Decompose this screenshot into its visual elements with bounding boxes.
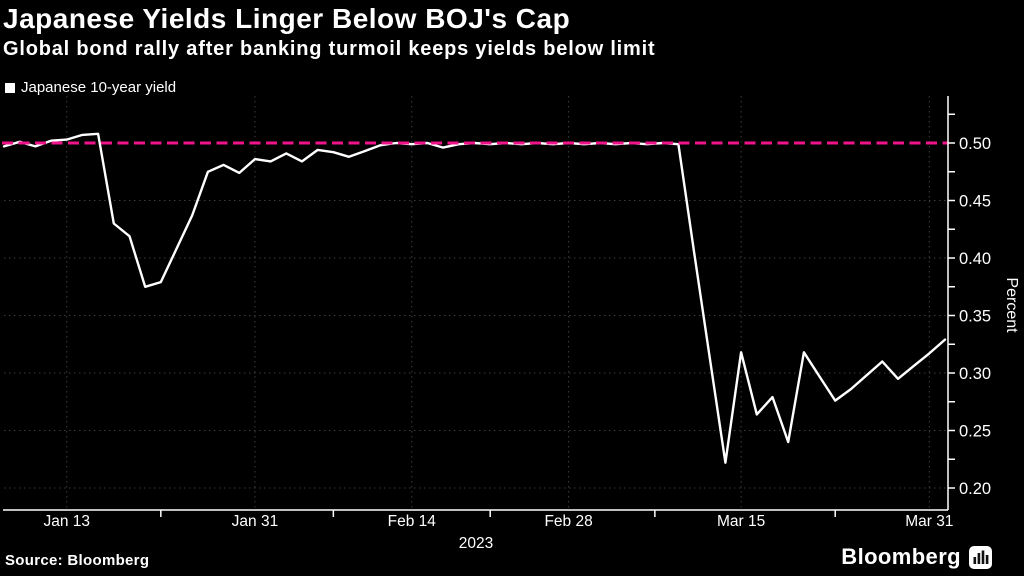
y-axis-label: 0.35 [959,308,991,326]
x-axis-label: Mar 15 [717,513,765,530]
x-axis-year-label: 2023 [459,535,493,552]
yield-line [2,132,947,464]
y-axis-label: 0.40 [959,250,991,268]
x-axis-label: Mar 31 [905,513,953,530]
y-axis-label: 0.50 [959,135,991,153]
y-axis-title: Percent [1003,277,1020,333]
bloomberg-wordmark: Bloomberg [841,544,961,569]
legend-marker-icon [5,82,15,93]
x-axis-label: Feb 28 [544,513,592,530]
y-axis-label: 0.20 [959,480,991,498]
x-axis-label: Jan 13 [43,513,90,530]
chart-title: Japanese Yields Linger Below BOJ's Cap [3,3,571,34]
bloomberg-logo: Bloomberg [841,544,992,570]
legend: Japanese 10-year yield [5,79,176,96]
y-axis-label: 0.30 [959,365,991,383]
bloomberg-terminal-icon [969,545,992,569]
x-axis-label: Feb 14 [388,513,437,530]
chart-subtitle: Global bond rally after banking turmoil … [3,38,656,60]
y-axis-label: 0.25 [959,423,991,441]
x-axis-label: Jan 31 [232,513,279,530]
source-attribution: Source: Bloomberg [5,552,150,569]
y-axis-label: 0.45 [959,193,991,211]
legend-label: Japanese 10-year yield [21,79,177,96]
